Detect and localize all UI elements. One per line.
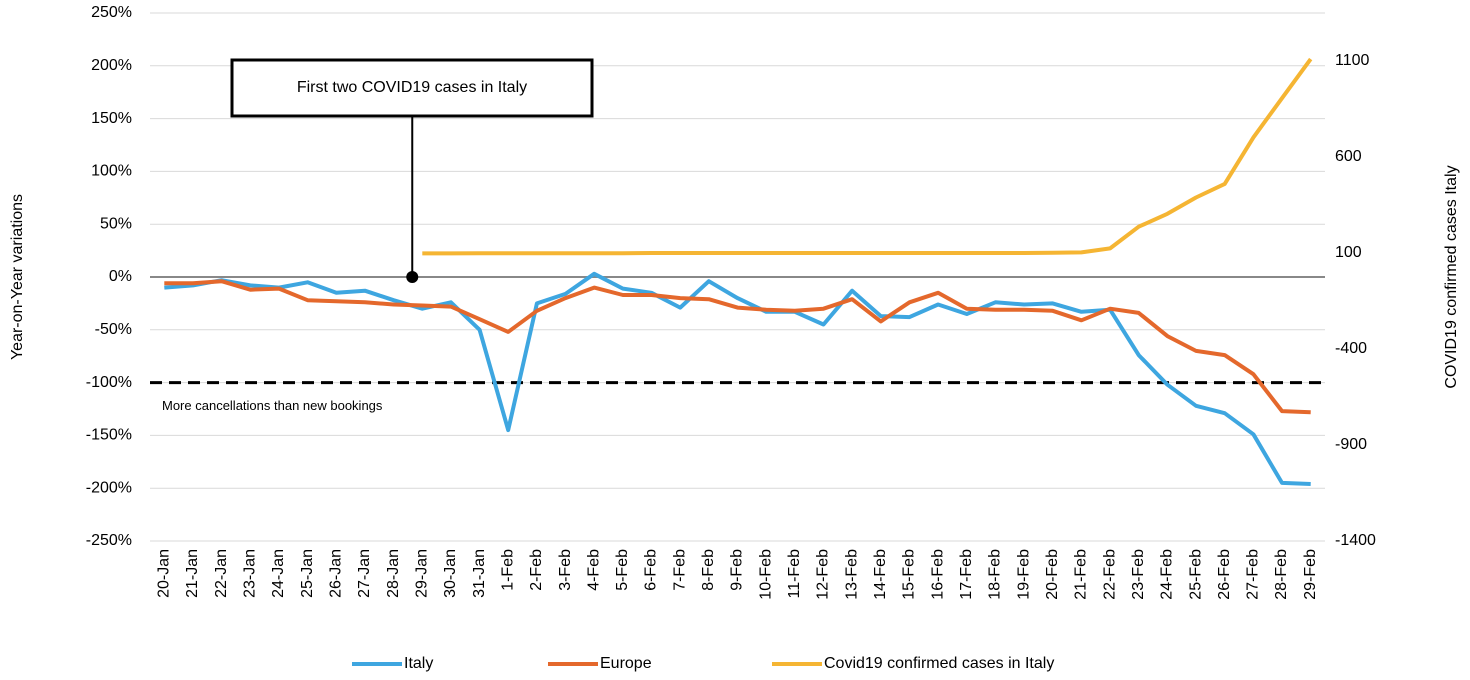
x-tick-label: 12-Feb <box>815 549 832 600</box>
x-tick-label: 28-Jan <box>385 549 402 598</box>
x-tick-label: 3-Feb <box>557 549 574 591</box>
x-tick-label: 25-Jan <box>299 549 316 598</box>
y2-tick-label: -400 <box>1335 340 1367 357</box>
y-tick-label: 100% <box>91 163 132 180</box>
x-tick-label: 15-Feb <box>901 549 918 600</box>
y-tick-label: 50% <box>100 215 132 232</box>
x-tick-label: 7-Feb <box>671 549 688 591</box>
x-tick-label: 22-Jan <box>213 549 230 598</box>
annotation-box <box>230 58 594 118</box>
x-tick-label: 14-Feb <box>872 549 889 600</box>
y-axis-label: Year-on-Year variations <box>9 194 26 360</box>
x-tick-label: 29-Feb <box>1302 549 1319 600</box>
y2-tick-label: 1100 <box>1335 52 1370 69</box>
annotation-text: First two COVID19 cases in Italy <box>297 79 527 96</box>
y-tick-label: 150% <box>91 110 132 127</box>
x-tick-label: 10-Feb <box>757 549 774 600</box>
x-tick-label: 13-Feb <box>843 549 860 600</box>
x-tick-label: 27-Feb <box>1245 549 1262 600</box>
x-tick-label: 23-Feb <box>1130 549 1147 600</box>
y-tick-label: 250% <box>91 4 132 21</box>
x-tick-label: 19-Feb <box>1015 549 1032 600</box>
series-line <box>164 279 1311 415</box>
x-tick-label: 5-Feb <box>614 549 631 591</box>
series-line <box>164 271 1311 486</box>
x-tick-label: 25-Feb <box>1187 549 1204 600</box>
y2-axis-label: COVID19 confirmed cases Italy <box>1443 165 1460 388</box>
y2-tick-label: 600 <box>1335 148 1362 165</box>
y2-tick-label: -900 <box>1335 436 1367 453</box>
y-tick-label: -50% <box>95 321 132 338</box>
y-tick-label: -150% <box>86 427 132 444</box>
x-tick-label: 26-Feb <box>1216 549 1233 600</box>
x-tick-label: 8-Feb <box>700 549 717 591</box>
y-tick-label: 200% <box>91 57 132 74</box>
legend-label: Covid19 confirmed cases in Italy <box>824 655 1054 672</box>
y-tick-label: -250% <box>86 532 132 549</box>
series-line <box>422 57 1313 256</box>
x-tick-label: 16-Feb <box>929 549 946 600</box>
x-tick-label: 26-Jan <box>327 549 344 598</box>
annotation-dot <box>406 271 419 283</box>
x-tick-label: 22-Feb <box>1101 549 1118 600</box>
x-tick-label: 21-Jan <box>184 549 201 598</box>
y2-tick-label: -1400 <box>1335 532 1376 549</box>
x-tick-label: 28-Feb <box>1273 549 1290 600</box>
x-tick-label: 23-Jan <box>242 549 259 598</box>
x-tick-label: 30-Jan <box>442 549 459 598</box>
x-tick-label: 17-Feb <box>958 549 975 600</box>
x-tick-label: 4-Feb <box>585 549 602 591</box>
y-tick-label: -100% <box>86 374 132 391</box>
x-tick-label: 2-Feb <box>528 549 545 591</box>
x-tick-label: 11-Feb <box>786 549 803 599</box>
x-tick-label: 1-Feb <box>499 549 516 591</box>
y-tick-label: 0% <box>109 268 132 285</box>
legend-label: Italy <box>404 655 433 672</box>
x-tick-label: 29-Jan <box>413 549 430 598</box>
x-tick-label: 24-Feb <box>1159 549 1176 600</box>
reference-label: More cancellations than new bookings <box>162 398 383 413</box>
y-tick-label: -200% <box>86 479 132 496</box>
x-tick-label: 20-Feb <box>1044 549 1061 600</box>
x-tick-label: 6-Feb <box>643 549 660 591</box>
y2-tick-label: 100 <box>1335 244 1362 261</box>
x-tick-label: 18-Feb <box>987 549 1004 600</box>
legend-label: Europe <box>600 655 652 672</box>
x-tick-label: 9-Feb <box>729 549 746 591</box>
x-tick-label: 31-Jan <box>471 549 488 598</box>
x-tick-label: 24-Jan <box>270 549 287 598</box>
x-tick-label: 20-Jan <box>156 549 173 598</box>
x-tick-label: 27-Jan <box>356 549 373 598</box>
x-tick-label: 21-Feb <box>1073 549 1090 600</box>
